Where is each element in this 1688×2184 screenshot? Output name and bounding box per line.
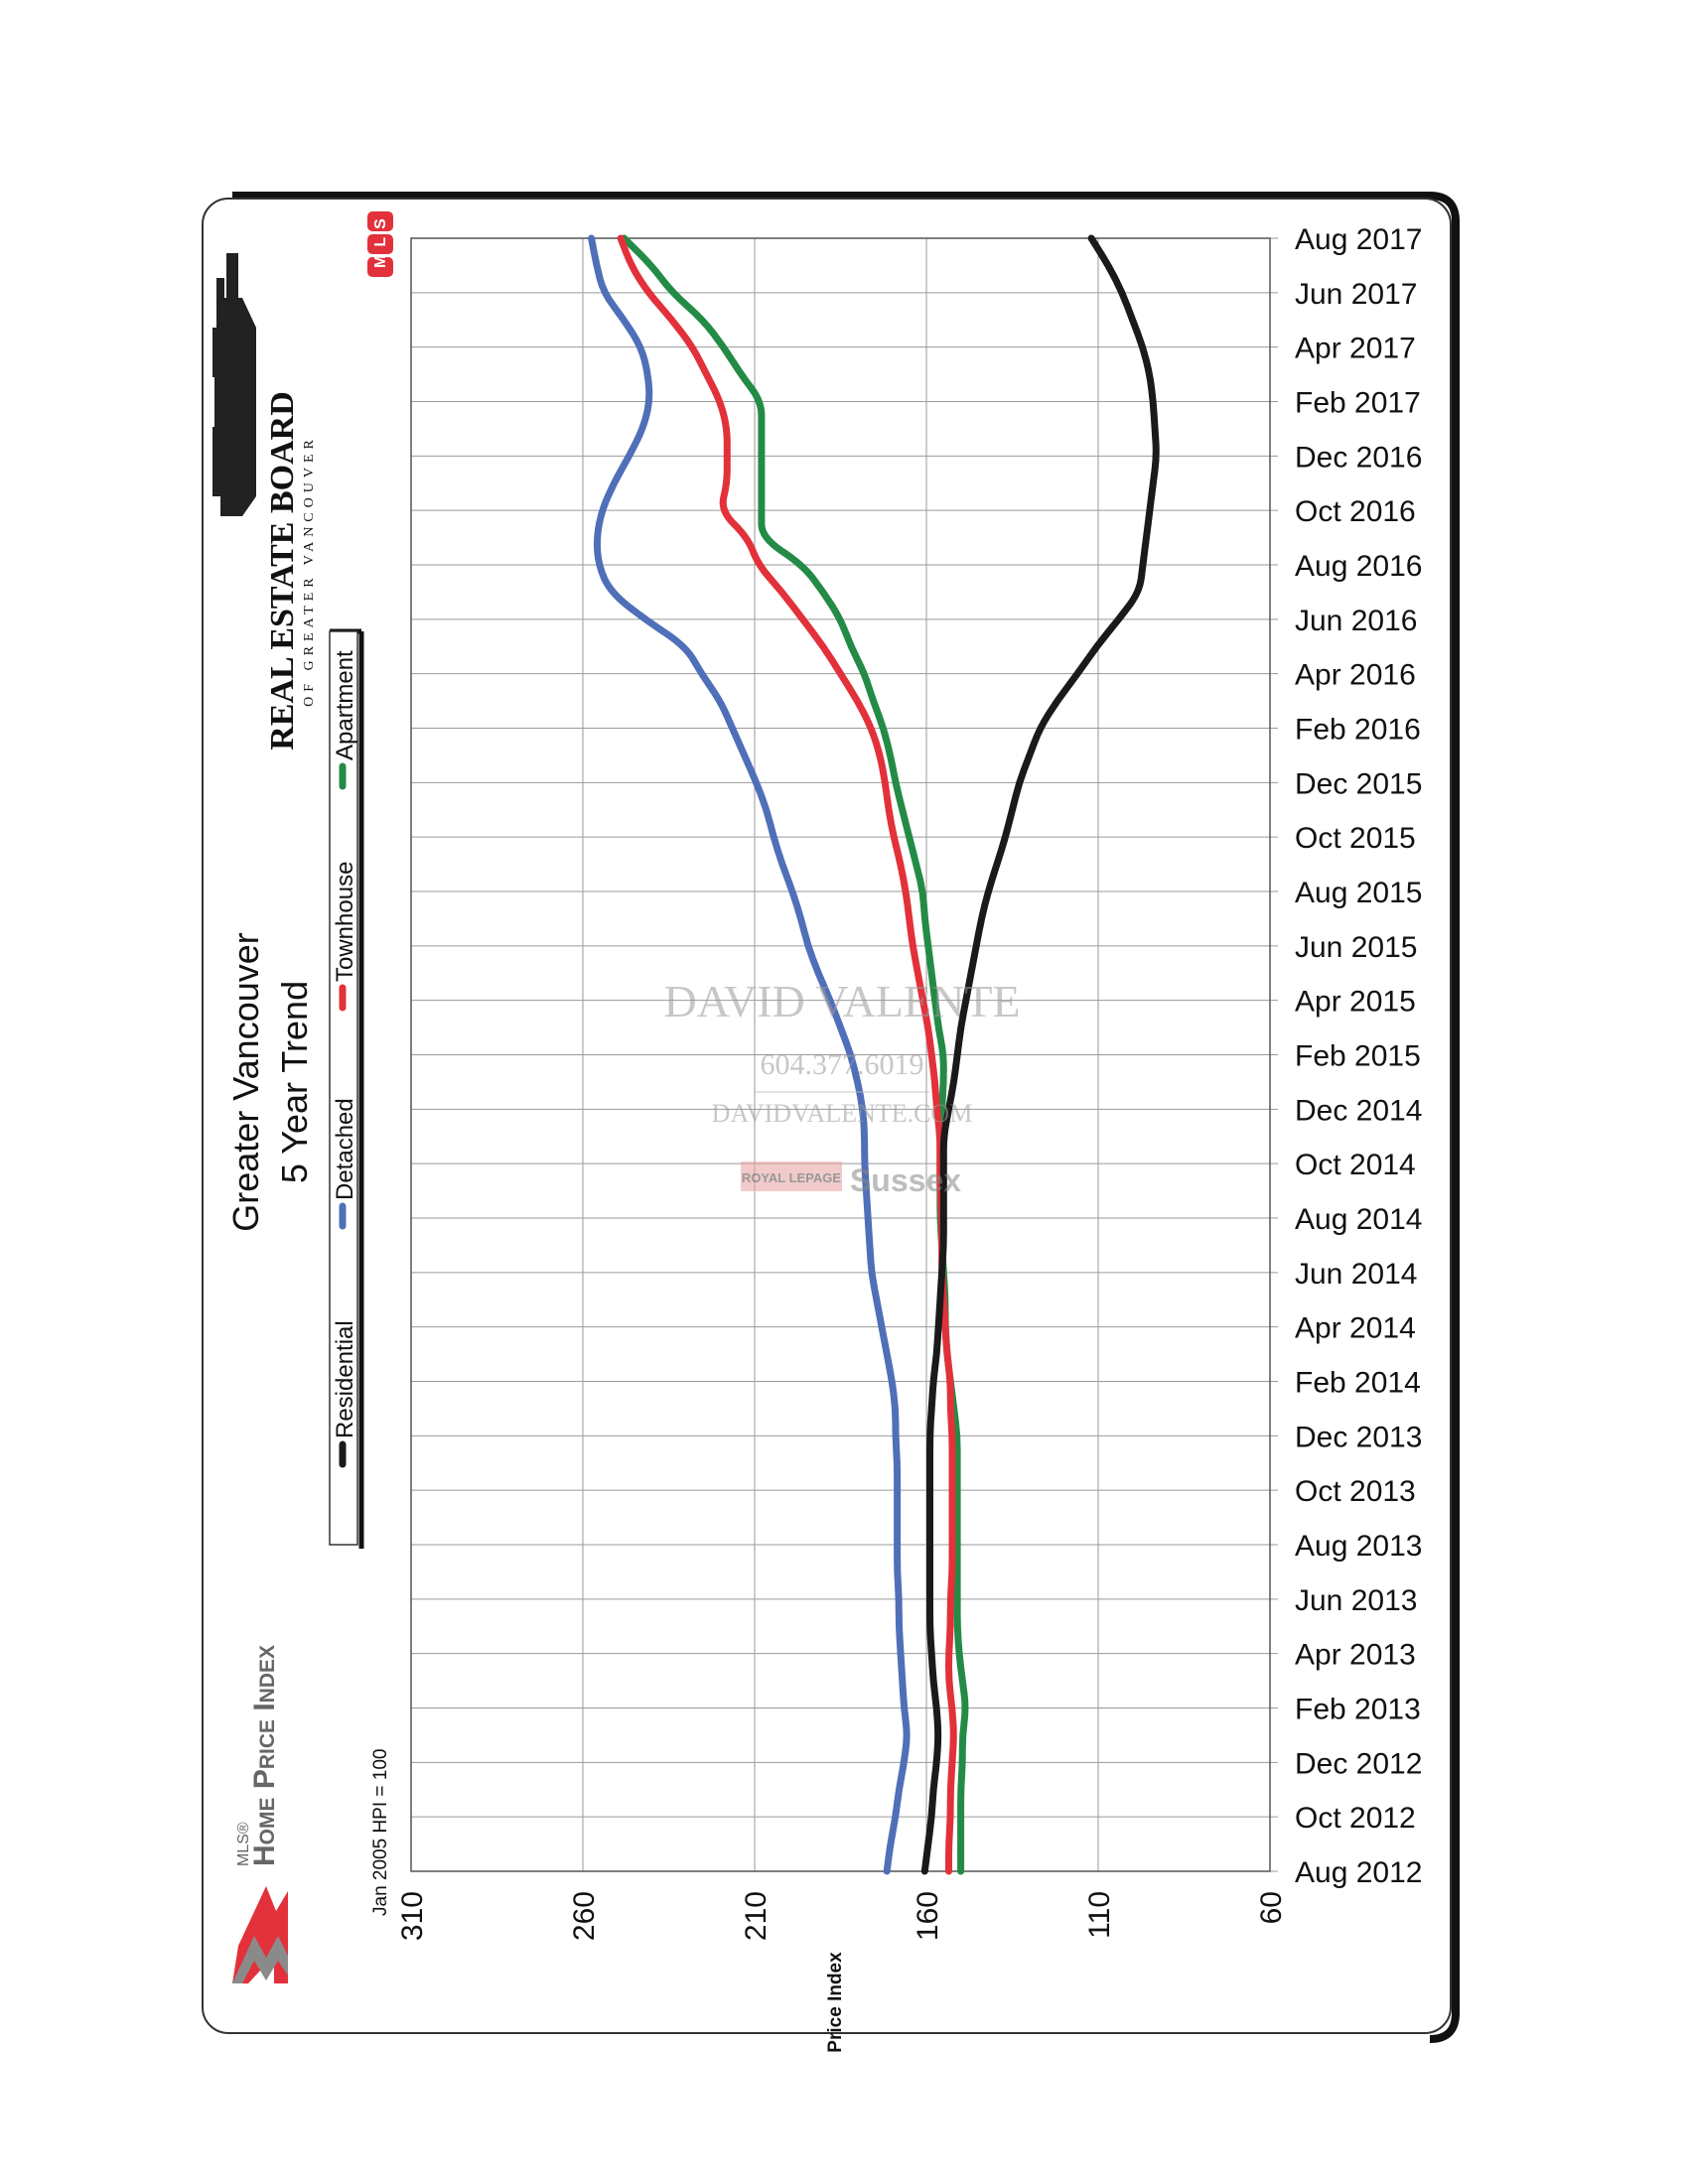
legend: Residential Detached Townhouse Apartment [329, 628, 364, 1549]
x-tick-label: Apr 2013 [1295, 1639, 1416, 1672]
x-tick-label: Apr 2015 [1295, 986, 1416, 1019]
x-tick-label: Oct 2013 [1295, 1475, 1416, 1508]
series-layer [588, 234, 1160, 1875]
legend-label-townhouse: Townhouse [332, 862, 358, 982]
watermark: DAVID VALENTE 604.377.6019 DAVIDVALENTE.… [663, 976, 1020, 1198]
series-line-residential [920, 234, 1160, 1875]
y-tick-label: 310 [396, 1891, 429, 1941]
mls-logo-text: MLS [372, 210, 389, 268]
watermark-brokerage-big: Sussex [850, 1162, 961, 1198]
y-tick-label: 210 [740, 1891, 773, 1941]
series-line-detached [588, 234, 911, 1875]
x-tick-labels: Aug 2012 Oct 2012 Dec 2012 Feb 2013 Apr 2013… [1295, 223, 1422, 1889]
legend-label-detached: Detached [332, 1098, 358, 1200]
legend-label-residential: Residential [332, 1320, 358, 1438]
x-tick-label: Aug 2014 [1295, 1203, 1422, 1236]
plot-area [410, 237, 1271, 1872]
x-tick-label: Apr 2014 [1295, 1312, 1416, 1345]
x-tick-label: Aug 2017 [1295, 223, 1422, 256]
x-tick-label: Aug 2015 [1295, 877, 1422, 909]
x-tick-label: Apr 2016 [1295, 659, 1416, 692]
x-tick-label: Feb 2015 [1295, 1040, 1421, 1073]
x-tick-label: Jun 2016 [1295, 605, 1417, 637]
x-tick-label: Jun 2014 [1295, 1258, 1417, 1291]
x-tick-label: Dec 2014 [1295, 1094, 1422, 1127]
watermark-site: DAVIDVALENTE.COM [712, 1099, 973, 1128]
y-tick-label: 60 [1255, 1891, 1288, 1924]
x-tick-label: Feb 2013 [1295, 1694, 1421, 1726]
x-tick-label: Jun 2017 [1295, 278, 1417, 311]
x-tick-label: Jun 2013 [1295, 1584, 1417, 1617]
x-tick-label: Feb 2016 [1295, 714, 1421, 747]
hpi-base-note: Jan 2005 HPI = 100 [370, 1749, 391, 1917]
x-tick-label: Dec 2016 [1295, 441, 1422, 474]
x-tick-label: Feb 2014 [1295, 1367, 1421, 1400]
y-tick-label: 160 [912, 1891, 944, 1941]
chart-frame [202, 198, 1452, 2034]
x-tick-label: Jun 2015 [1295, 931, 1417, 964]
chart-title: Greater Vancouver [225, 932, 266, 1231]
board-name: REAL ESTATE BOARD [264, 391, 301, 751]
x-tick-label: Dec 2013 [1295, 1421, 1422, 1453]
frame-shadow [232, 192, 1460, 2043]
mls-logo: MLS [367, 210, 393, 277]
y-axis-label: Price Index [825, 1952, 846, 2053]
x-tick-label: Aug 2012 [1295, 1856, 1422, 1889]
x-tick-label: Aug 2013 [1295, 1530, 1422, 1563]
watermark-name: DAVID VALENTE [663, 976, 1020, 1026]
watermark-phone: 604.377.6019 [761, 1048, 924, 1081]
x-tick-label: Dec 2015 [1295, 767, 1422, 800]
chart-subtitle: 5 Year Trend [274, 981, 315, 1183]
x-tick-label: Dec 2012 [1295, 1747, 1422, 1780]
x-tick-label: Oct 2012 [1295, 1802, 1416, 1835]
x-tick-label: Oct 2015 [1295, 822, 1416, 855]
mls-hpi-logo [232, 1886, 288, 1983]
y-tick-labels: 310 260 210 160 110 60 [396, 1891, 1288, 1941]
y-tick-label: 260 [568, 1891, 601, 1941]
board-subname: OF GREATER VANCOUVER [302, 435, 317, 707]
x-tick-label: Oct 2014 [1295, 1149, 1416, 1181]
series-line-townhouse [617, 234, 957, 1875]
x-tick-label: Apr 2017 [1295, 333, 1416, 365]
hpi-brand-big: Home Price Index [248, 1645, 281, 1866]
y-axis-label-text: Price Index [825, 1952, 846, 2053]
hpi-brand-small: MLS® [235, 1822, 252, 1866]
watermark-brokerage-small: ROYAL LEPAGE [742, 1170, 842, 1185]
reb-skyline-icon [212, 253, 256, 516]
series-line-apartment [621, 234, 969, 1875]
x-tick-label: Aug 2016 [1295, 550, 1422, 583]
legend-label-apartment: Apartment [332, 650, 358, 760]
x-tick-label: Feb 2017 [1295, 387, 1421, 420]
y-tick-label: 110 [1083, 1891, 1116, 1939]
x-tick-label: Oct 2016 [1295, 495, 1416, 528]
